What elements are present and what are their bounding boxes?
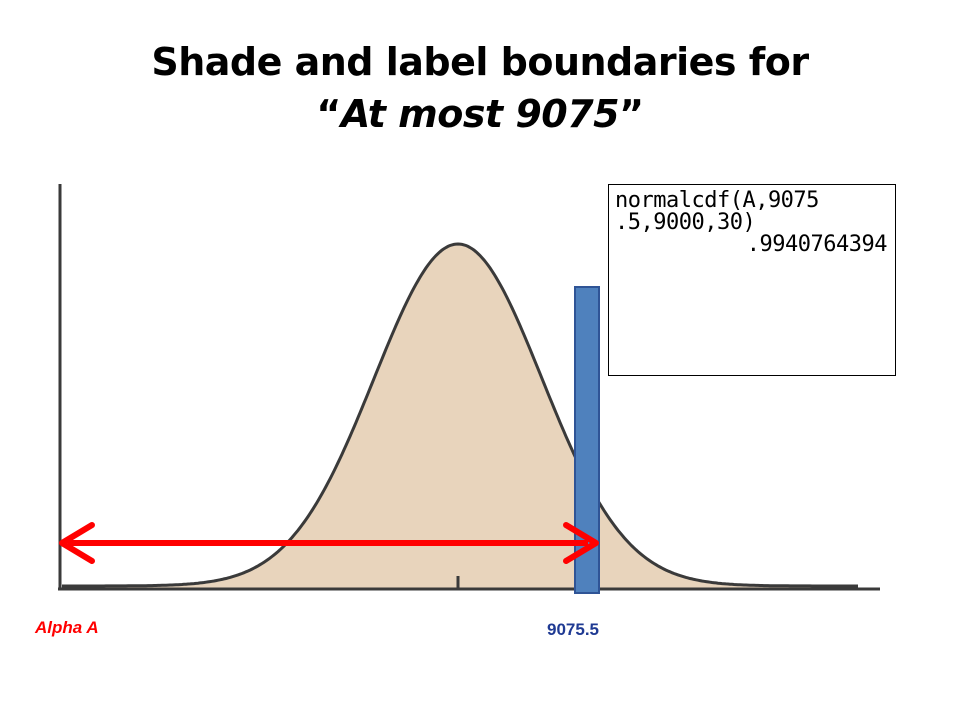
left-bound-label: Alpha A — [35, 618, 99, 637]
right-bound-label: 9075.5 — [547, 620, 599, 639]
title-line-1: Shade and label boundaries for — [151, 40, 809, 84]
range-arrow-left-head — [59, 522, 95, 564]
title-open-quote: “ — [316, 92, 341, 136]
calculator-screen: normalcdf(A,9075 .5,9000,30) .9940764394 — [608, 184, 896, 376]
title-close-quote: ” — [619, 92, 644, 136]
title-italic-phrase: At most 9075 — [340, 92, 620, 136]
title-line-2: “At most 9075” — [0, 88, 960, 140]
calculator-line-2: .5,9000,30) — [615, 210, 756, 235]
calculator-line-1: normalcdf(A,9075 — [615, 188, 819, 213]
curve-shaded-area — [62, 244, 858, 588]
calculator-result: .9940764394 — [746, 232, 888, 257]
slide-title: Shade and label boundaries for “At most … — [0, 36, 960, 140]
range-arrow-right-head — [563, 522, 599, 564]
normal-curve — [62, 242, 858, 588]
